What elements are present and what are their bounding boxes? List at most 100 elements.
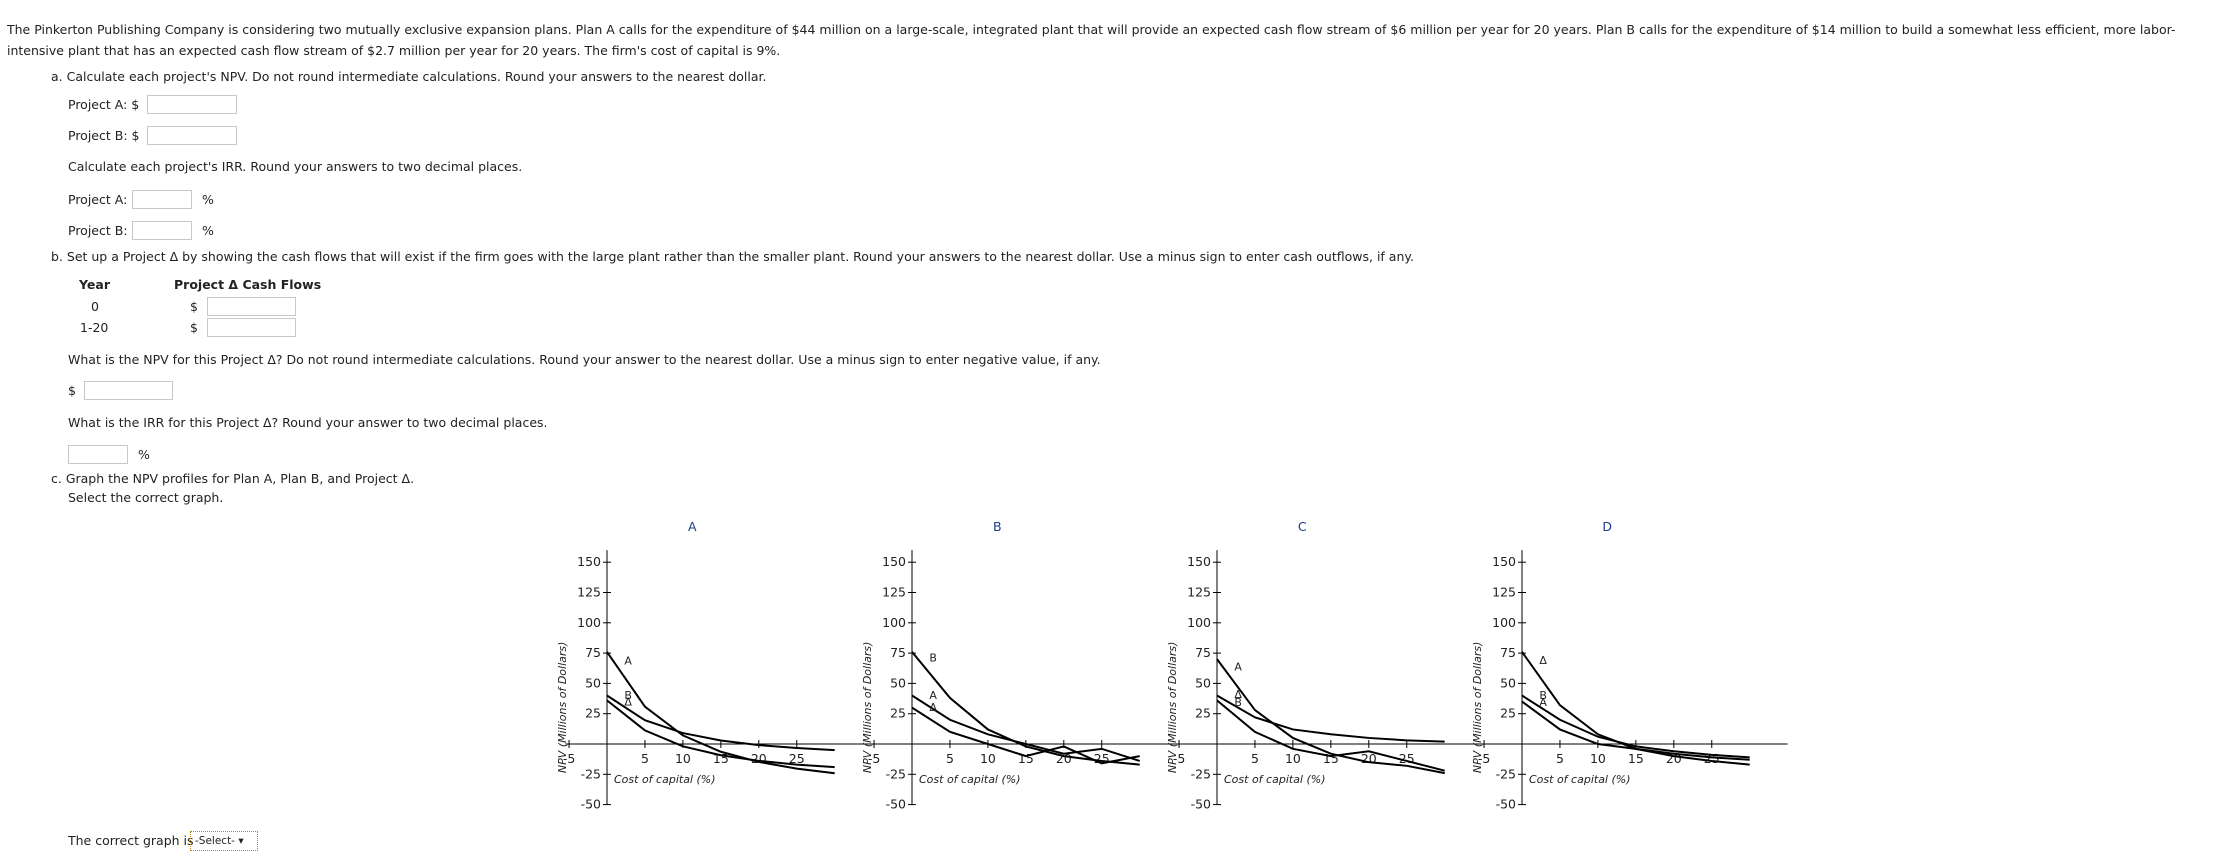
y-tick-label: 125 xyxy=(577,585,601,600)
instruction: a. Calculate each project's NPV. Do not … xyxy=(51,69,767,84)
input[interactable] xyxy=(207,297,296,316)
x-tick-label: 10 xyxy=(1590,751,1606,766)
npv-curve xyxy=(606,699,835,769)
y-tick-label: 25 xyxy=(585,706,601,721)
question: What is the NPV for this Project Δ? Do n… xyxy=(68,352,1101,367)
y-tick-label: 75 xyxy=(585,645,601,660)
curve-label: B xyxy=(1234,696,1242,709)
npv-curve xyxy=(1521,700,1750,761)
y-tick-label: 125 xyxy=(1187,585,1211,600)
input[interactable] xyxy=(147,95,237,114)
y-tick-label: -50 xyxy=(1191,797,1211,812)
curve-label: A xyxy=(1539,696,1547,709)
y-axis-title: NPV (Millions of Dollars) xyxy=(1166,642,1179,774)
table-cell: 1-20 xyxy=(80,320,109,335)
curve-label: B xyxy=(624,689,632,702)
y-tick-label: 100 xyxy=(577,615,601,630)
y-tick-label: 150 xyxy=(577,554,601,569)
x-axis-title: Cost of capital (%) xyxy=(614,773,716,786)
table-cell: 0 xyxy=(91,299,99,314)
graph-title: B xyxy=(993,519,1002,534)
x-tick-label: 5 xyxy=(1556,751,1564,766)
unit: % xyxy=(202,192,214,207)
y-tick-label: 75 xyxy=(1500,645,1516,660)
input[interactable] xyxy=(132,221,192,240)
y-tick-label: 150 xyxy=(1187,554,1211,569)
curve-label: A xyxy=(929,689,937,702)
x-tick-label: 25 xyxy=(789,751,805,766)
input[interactable] xyxy=(132,190,192,209)
y-axis-title: NPV (Millions of Dollars) xyxy=(1471,642,1484,774)
x-tick-label: -5 xyxy=(563,751,575,766)
graph-title: A xyxy=(688,519,697,534)
graph-title: D xyxy=(1602,519,1612,534)
x-tick-label: -5 xyxy=(868,751,880,766)
npv-curve xyxy=(1216,694,1445,743)
x-tick-label: 10 xyxy=(980,751,996,766)
y-tick-label: -25 xyxy=(581,766,601,781)
graph-title: C xyxy=(1298,519,1307,534)
curve-label: Δ xyxy=(624,695,632,708)
x-tick-label: 10 xyxy=(1285,751,1301,766)
label: Project B: xyxy=(68,223,128,238)
table-cell: $ xyxy=(190,299,198,314)
table-header: Project Δ Cash Flows xyxy=(174,277,322,292)
y-tick-label: 100 xyxy=(1492,615,1516,630)
label: Project A: $ xyxy=(68,97,140,112)
input[interactable] xyxy=(84,381,173,400)
x-axis-title: Cost of capital (%) xyxy=(919,773,1021,786)
input[interactable] xyxy=(68,445,128,464)
x-tick-label: 15 xyxy=(1628,751,1644,766)
x-tick-label: -5 xyxy=(1478,751,1490,766)
curve-label: Δ xyxy=(929,701,937,714)
y-tick-label: -25 xyxy=(1496,766,1516,781)
graph-select[interactable]: -Select- ▾ xyxy=(190,831,258,851)
instruction: Select the correct graph. xyxy=(68,490,224,505)
curve-label: A xyxy=(1234,660,1242,673)
y-tick-label: -25 xyxy=(1191,766,1211,781)
y-axis-title: NPV (Millions of Dollars) xyxy=(556,642,569,774)
y-tick-label: 50 xyxy=(1195,675,1211,690)
y-tick-label: 50 xyxy=(890,675,906,690)
npv-curve xyxy=(1216,699,1445,772)
question: What is the IRR for this Project Δ? Roun… xyxy=(68,415,548,430)
y-tick-label: -50 xyxy=(1496,797,1516,812)
npv-curve xyxy=(911,694,1141,762)
problem-text: The Pinkerton Publishing Company is cons… xyxy=(7,22,2176,58)
curve-label: B xyxy=(929,652,937,665)
x-tick-label: -5 xyxy=(1173,751,1185,766)
unit: % xyxy=(138,447,150,462)
x-axis-title: Cost of capital (%) xyxy=(1529,773,1631,786)
instruction: b. Set up a Project Δ by showing the cas… xyxy=(51,249,1414,264)
npv-curve xyxy=(911,706,1140,765)
npv-curve xyxy=(1521,694,1750,759)
select-text: -Select- xyxy=(195,835,235,847)
table-cell: $ xyxy=(190,320,198,335)
input[interactable] xyxy=(207,318,296,337)
answer-label: The correct graph is xyxy=(68,833,194,848)
instruction: c. Graph the NPV profiles for Plan A, Pl… xyxy=(51,471,415,486)
curve-label: Δ xyxy=(1234,688,1242,701)
unit: % xyxy=(202,223,214,238)
input[interactable] xyxy=(147,126,237,145)
npv-curve xyxy=(606,694,835,752)
x-tick-label: 5 xyxy=(946,751,954,766)
x-tick-label: 10 xyxy=(675,751,691,766)
y-tick-label: -50 xyxy=(581,797,601,812)
npv-curve xyxy=(606,651,835,775)
curve-label: Δ xyxy=(1539,654,1547,667)
instruction: Calculate each project's IRR. Round your… xyxy=(68,159,523,174)
y-tick-label: -50 xyxy=(886,797,906,812)
npv-curve xyxy=(911,651,1140,766)
x-tick-label: 5 xyxy=(641,751,649,766)
x-tick-label: 5 xyxy=(1251,751,1259,766)
y-axis-title: NPV (Millions of Dollars) xyxy=(861,642,874,774)
x-tick-label: 15 xyxy=(1018,751,1034,766)
x-axis-title: Cost of capital (%) xyxy=(1224,773,1326,786)
curve-label: A xyxy=(624,654,632,667)
y-tick-label: -25 xyxy=(886,766,906,781)
y-tick-label: 25 xyxy=(890,706,906,721)
y-tick-label: 75 xyxy=(1195,645,1211,660)
